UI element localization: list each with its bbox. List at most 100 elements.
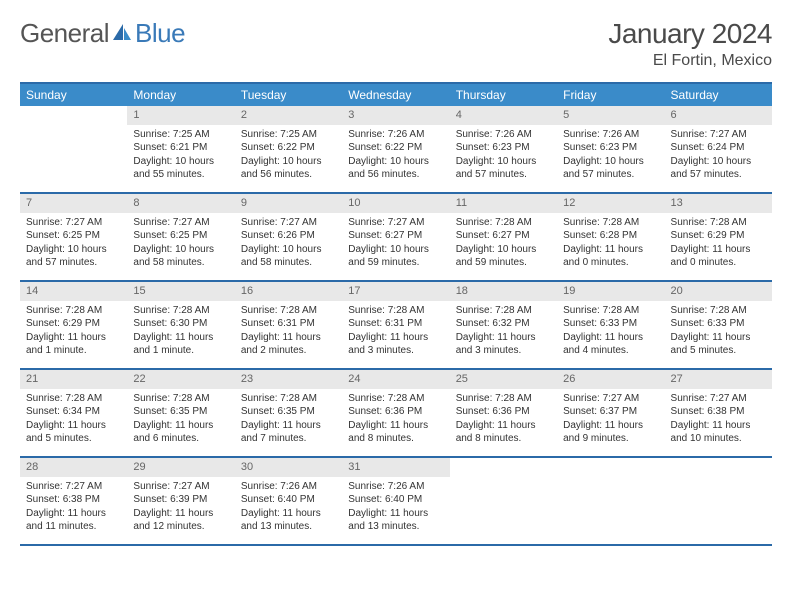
daylight-text: Daylight: 11 hours and 3 minutes. (456, 331, 551, 358)
day-number: 18 (450, 282, 557, 301)
day-cell: 13Sunrise: 7:28 AMSunset: 6:29 PMDayligh… (665, 194, 772, 280)
sunrise-text: Sunrise: 7:25 AM (133, 128, 228, 142)
day-cell: 14Sunrise: 7:28 AMSunset: 6:29 PMDayligh… (20, 282, 127, 368)
day-number: 26 (557, 370, 664, 389)
sunrise-text: Sunrise: 7:27 AM (26, 480, 121, 494)
day-cell: 23Sunrise: 7:28 AMSunset: 6:35 PMDayligh… (235, 370, 342, 456)
day-number (20, 106, 127, 110)
sunset-text: Sunset: 6:29 PM (26, 317, 121, 331)
day-body: Sunrise: 7:28 AMSunset: 6:29 PMDaylight:… (20, 301, 127, 362)
day-body: Sunrise: 7:28 AMSunset: 6:32 PMDaylight:… (450, 301, 557, 362)
day-body: Sunrise: 7:28 AMSunset: 6:34 PMDaylight:… (20, 389, 127, 450)
day-body: Sunrise: 7:27 AMSunset: 6:38 PMDaylight:… (20, 477, 127, 538)
logo-text-blue: Blue (135, 18, 185, 49)
header: General Blue January 2024 El Fortin, Mex… (20, 18, 772, 70)
day-number: 10 (342, 194, 449, 213)
day-cell: 25Sunrise: 7:28 AMSunset: 6:36 PMDayligh… (450, 370, 557, 456)
day-number: 28 (20, 458, 127, 477)
day-number: 31 (342, 458, 449, 477)
day-cell: 6Sunrise: 7:27 AMSunset: 6:24 PMDaylight… (665, 106, 772, 192)
day-body: Sunrise: 7:27 AMSunset: 6:27 PMDaylight:… (342, 213, 449, 274)
day-cell: 2Sunrise: 7:25 AMSunset: 6:22 PMDaylight… (235, 106, 342, 192)
day-header-thursday: Thursday (450, 84, 557, 106)
daylight-text: Daylight: 10 hours and 57 minutes. (563, 155, 658, 182)
day-body: Sunrise: 7:26 AMSunset: 6:23 PMDaylight:… (557, 125, 664, 186)
month-year: January 2024 (608, 18, 772, 50)
sunset-text: Sunset: 6:36 PM (456, 405, 551, 419)
day-cell (665, 458, 772, 544)
sunset-text: Sunset: 6:35 PM (241, 405, 336, 419)
logo-text-general: General (20, 18, 109, 49)
calendar: Sunday Monday Tuesday Wednesday Thursday… (20, 82, 772, 546)
day-cell: 26Sunrise: 7:27 AMSunset: 6:37 PMDayligh… (557, 370, 664, 456)
day-cell: 7Sunrise: 7:27 AMSunset: 6:25 PMDaylight… (20, 194, 127, 280)
day-number: 12 (557, 194, 664, 213)
day-number: 17 (342, 282, 449, 301)
sunrise-text: Sunrise: 7:27 AM (671, 128, 766, 142)
daylight-text: Daylight: 11 hours and 0 minutes. (671, 243, 766, 270)
sunrise-text: Sunrise: 7:28 AM (456, 216, 551, 230)
daylight-text: Daylight: 11 hours and 13 minutes. (241, 507, 336, 534)
sunrise-text: Sunrise: 7:28 AM (26, 304, 121, 318)
sunrise-text: Sunrise: 7:28 AM (563, 216, 658, 230)
day-number: 29 (127, 458, 234, 477)
sunset-text: Sunset: 6:25 PM (26, 229, 121, 243)
daylight-text: Daylight: 10 hours and 57 minutes. (26, 243, 121, 270)
day-number: 15 (127, 282, 234, 301)
daylight-text: Daylight: 11 hours and 5 minutes. (26, 419, 121, 446)
sunset-text: Sunset: 6:31 PM (348, 317, 443, 331)
sunset-text: Sunset: 6:31 PM (241, 317, 336, 331)
daylight-text: Daylight: 11 hours and 11 minutes. (26, 507, 121, 534)
sunrise-text: Sunrise: 7:28 AM (241, 304, 336, 318)
day-body: Sunrise: 7:27 AMSunset: 6:25 PMDaylight:… (127, 213, 234, 274)
sail-icon (111, 18, 133, 49)
sunset-text: Sunset: 6:38 PM (671, 405, 766, 419)
day-body: Sunrise: 7:28 AMSunset: 6:28 PMDaylight:… (557, 213, 664, 274)
sunrise-text: Sunrise: 7:27 AM (241, 216, 336, 230)
day-body: Sunrise: 7:28 AMSunset: 6:36 PMDaylight:… (450, 389, 557, 450)
day-number (665, 458, 772, 462)
sunset-text: Sunset: 6:36 PM (348, 405, 443, 419)
daylight-text: Daylight: 10 hours and 55 minutes. (133, 155, 228, 182)
day-number: 8 (127, 194, 234, 213)
daylight-text: Daylight: 10 hours and 58 minutes. (241, 243, 336, 270)
day-cell: 31Sunrise: 7:26 AMSunset: 6:40 PMDayligh… (342, 458, 449, 544)
day-cell: 16Sunrise: 7:28 AMSunset: 6:31 PMDayligh… (235, 282, 342, 368)
day-body: Sunrise: 7:26 AMSunset: 6:23 PMDaylight:… (450, 125, 557, 186)
sunset-text: Sunset: 6:26 PM (241, 229, 336, 243)
day-body: Sunrise: 7:27 AMSunset: 6:25 PMDaylight:… (20, 213, 127, 274)
day-number: 16 (235, 282, 342, 301)
week-row: 7Sunrise: 7:27 AMSunset: 6:25 PMDaylight… (20, 194, 772, 282)
day-cell (20, 106, 127, 192)
sunrise-text: Sunrise: 7:28 AM (563, 304, 658, 318)
day-cell: 5Sunrise: 7:26 AMSunset: 6:23 PMDaylight… (557, 106, 664, 192)
daylight-text: Daylight: 11 hours and 1 minute. (26, 331, 121, 358)
day-body: Sunrise: 7:27 AMSunset: 6:24 PMDaylight:… (665, 125, 772, 186)
sunrise-text: Sunrise: 7:28 AM (348, 392, 443, 406)
sunrise-text: Sunrise: 7:27 AM (348, 216, 443, 230)
day-number: 5 (557, 106, 664, 125)
sunset-text: Sunset: 6:32 PM (456, 317, 551, 331)
day-number: 7 (20, 194, 127, 213)
day-cell: 28Sunrise: 7:27 AMSunset: 6:38 PMDayligh… (20, 458, 127, 544)
daylight-text: Daylight: 10 hours and 59 minutes. (348, 243, 443, 270)
sunrise-text: Sunrise: 7:27 AM (133, 480, 228, 494)
day-body: Sunrise: 7:26 AMSunset: 6:22 PMDaylight:… (342, 125, 449, 186)
daylight-text: Daylight: 11 hours and 10 minutes. (671, 419, 766, 446)
sunrise-text: Sunrise: 7:26 AM (456, 128, 551, 142)
sunset-text: Sunset: 6:27 PM (456, 229, 551, 243)
daylight-text: Daylight: 11 hours and 1 minute. (133, 331, 228, 358)
day-header-sunday: Sunday (20, 84, 127, 106)
day-body: Sunrise: 7:28 AMSunset: 6:30 PMDaylight:… (127, 301, 234, 362)
day-header-monday: Monday (127, 84, 234, 106)
day-cell (557, 458, 664, 544)
day-cell: 18Sunrise: 7:28 AMSunset: 6:32 PMDayligh… (450, 282, 557, 368)
sunrise-text: Sunrise: 7:27 AM (26, 216, 121, 230)
daylight-text: Daylight: 11 hours and 4 minutes. (563, 331, 658, 358)
day-number: 1 (127, 106, 234, 125)
sunset-text: Sunset: 6:28 PM (563, 229, 658, 243)
day-number: 6 (665, 106, 772, 125)
sunset-text: Sunset: 6:40 PM (241, 493, 336, 507)
sunset-text: Sunset: 6:29 PM (671, 229, 766, 243)
daylight-text: Daylight: 11 hours and 8 minutes. (456, 419, 551, 446)
